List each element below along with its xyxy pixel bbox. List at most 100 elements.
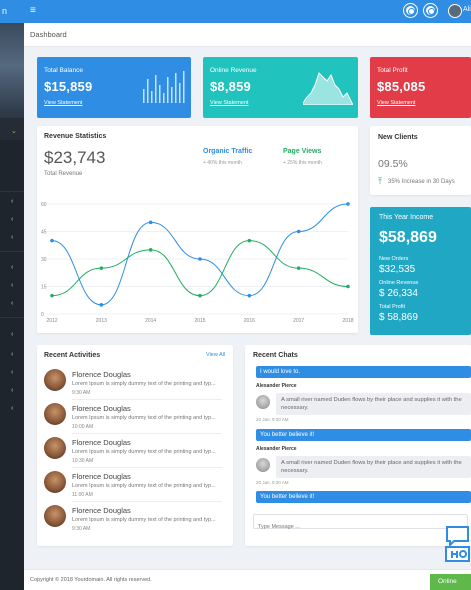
message-icon[interactable]	[424, 4, 437, 17]
income-item-label: Online Revenue	[379, 280, 419, 286]
activity-time: 9:30 AM	[72, 526, 91, 532]
chat-message-incoming: Alexander Pierce A small river named Dud…	[256, 446, 471, 490]
income-item-label: New Orders	[379, 256, 409, 262]
area-sparkline-icon	[303, 72, 353, 105]
footer: Copyright © 2018 Yourdomain. All rights …	[24, 569, 471, 590]
recent-activities-card: Recent Activities View All Florence Doug…	[37, 345, 233, 546]
page-views-change: + 25% this month	[283, 160, 322, 166]
activity-name: Florence Douglas	[72, 404, 131, 413]
activity-time: 11:00 AM	[72, 492, 93, 498]
organic-traffic-point	[50, 238, 54, 243]
x-tick-label: 2017	[293, 318, 304, 324]
income-item-label: Total Profit	[379, 304, 405, 310]
sidebar-item-chevron[interactable]: ‹	[11, 331, 14, 338]
user-name[interactable]: Ali	[463, 6, 471, 13]
activity-text: Lorem Ipsum is simply dummy text of the …	[72, 415, 216, 421]
bar-sparkline-icon	[143, 71, 185, 103]
list-item[interactable]: Florence Douglas Lorem Ipsum is simply d…	[44, 471, 227, 505]
organic-traffic-line	[51, 203, 349, 306]
page-views-label: Page Views	[283, 148, 322, 155]
chat-sender-name: Alexander Pierce	[256, 446, 297, 452]
y-tick-label: 0	[41, 312, 44, 318]
page-views-point	[296, 266, 301, 270]
sidebar-item-chevron[interactable]: ‹	[11, 234, 14, 241]
stat-label: Online Revenue	[210, 67, 257, 74]
online-status-button[interactable]: Online	[430, 574, 471, 590]
view-all-link[interactable]: View All	[206, 352, 226, 358]
y-tick-label: 60	[41, 202, 47, 208]
x-tick-label: 2013	[96, 318, 107, 324]
activity-text: Lorem Ipsum is simply dummy text of the …	[72, 517, 216, 523]
organic-traffic-point	[99, 303, 104, 307]
organic-traffic-point	[247, 293, 252, 298]
sidebar-item-chevron[interactable]: ‹	[11, 351, 14, 358]
organic-traffic-point	[296, 229, 301, 234]
income-amount: $58,869	[379, 229, 437, 246]
list-item[interactable]: Florence Douglas Lorem Ipsum is simply d…	[44, 505, 227, 539]
page-title: Dashboard	[30, 30, 67, 39]
brand-logo[interactable]: n	[2, 6, 8, 16]
copyright-text: Copyright © 2018 Yourdomain. All rights …	[30, 577, 152, 583]
sidebar-item-chevron[interactable]: ‹	[11, 198, 14, 205]
page-views-point	[148, 248, 153, 252]
revenue-amount: $23,743	[44, 148, 106, 167]
sidebar: ⌄ ‹ ‹ ‹ ‹ ‹ ‹ ‹ ‹ ‹ ‹ ‹	[0, 23, 24, 590]
revenue-statistics-card: Revenue Statistics $23,743 Total Revenue…	[37, 126, 358, 333]
list-item[interactable]: Florence Douglas Lorem Ipsum is simply d…	[44, 369, 227, 403]
sidebar-item-chevron[interactable]: ‹	[11, 216, 14, 223]
activity-text: Lorem Ipsum is simply dummy text of the …	[72, 483, 216, 489]
x-tick-label: 2012	[46, 318, 57, 324]
revenue-subtitle: Total Revenue	[44, 171, 83, 177]
page-views-point	[99, 266, 104, 270]
sidebar-item-chevron[interactable]: ‹	[11, 264, 14, 271]
menu-toggle-icon[interactable]: ≡	[30, 5, 36, 16]
new-clients-note: 35% Increase in 30 Days	[388, 179, 455, 185]
view-statement-link[interactable]: View Statement	[210, 100, 249, 106]
activity-name: Florence Douglas	[72, 472, 131, 481]
activity-time: 10:30 AM	[72, 458, 94, 464]
organic-traffic-label: Organic Traffic	[203, 148, 253, 155]
y-tick-label: 15	[41, 285, 47, 291]
chat-message-input[interactable]	[254, 520, 467, 534]
recent-chats-card: Recent Chats I would love to. Alexander …	[245, 345, 471, 546]
list-item[interactable]: Florence Douglas Lorem Ipsum is simply d…	[44, 437, 227, 471]
sidebar-item-chevron[interactable]: ‹	[11, 300, 14, 307]
sidebar-item-chevron[interactable]: ‹	[11, 387, 14, 394]
activity-time: 9:30 AM	[72, 390, 91, 396]
card-title: This Year Income	[379, 214, 434, 221]
sidebar-profile-banner	[0, 23, 24, 118]
income-item-value: $32,535	[379, 264, 416, 275]
chat-message-outgoing: You better believe it!	[256, 491, 471, 503]
avatar	[44, 437, 66, 459]
revenue-line-chart: 0 15 30 45 60 2012 2013 2014 2015 2016 2017 2018	[41, 202, 354, 324]
sidebar-item-chevron[interactable]: ‹	[11, 369, 14, 376]
x-tick-label: 2014	[145, 318, 156, 324]
chat-message-incoming: Alexander Pierce A small river named Dud…	[256, 383, 471, 427]
y-tick-label: 30	[41, 257, 47, 263]
view-statement-link[interactable]: View Statement	[377, 100, 416, 106]
organic-traffic-point	[198, 257, 202, 261]
chat-message-outgoing: You better believe it!	[256, 429, 471, 441]
page-views-point	[50, 293, 54, 298]
chat-widget-logo-icon[interactable]	[444, 523, 471, 565]
chat-message-text: A small river named Duden flows by their…	[276, 393, 471, 415]
chat-message-outgoing: I would love to.	[256, 366, 471, 378]
stat-value: $8,859	[210, 79, 251, 94]
activity-time: 10:00 AM	[72, 424, 94, 430]
sidebar-item-chevron[interactable]: ‹	[11, 405, 14, 412]
sidebar-item-chevron[interactable]: ‹	[11, 282, 14, 289]
x-tick-label: 2016	[244, 318, 255, 324]
page-views-line	[51, 240, 349, 297]
list-item[interactable]: Florence Douglas Lorem Ipsum is simply d…	[44, 403, 227, 437]
user-avatar[interactable]	[448, 4, 462, 18]
online-revenue-card: Online Revenue $8,859 View Statement	[203, 57, 358, 118]
x-tick-label: 2015	[194, 318, 205, 324]
notification-icon[interactable]	[404, 4, 417, 17]
card-title: New Clients	[378, 134, 418, 141]
organic-traffic-point	[346, 202, 350, 206]
card-title: Recent Chats	[253, 352, 298, 359]
chevron-down-icon: ⌄	[11, 128, 17, 135]
stat-value: $15,859	[44, 79, 93, 94]
sidebar-item-active[interactable]: ⌄	[0, 118, 24, 140]
view-statement-link[interactable]: View Statement	[44, 100, 83, 106]
